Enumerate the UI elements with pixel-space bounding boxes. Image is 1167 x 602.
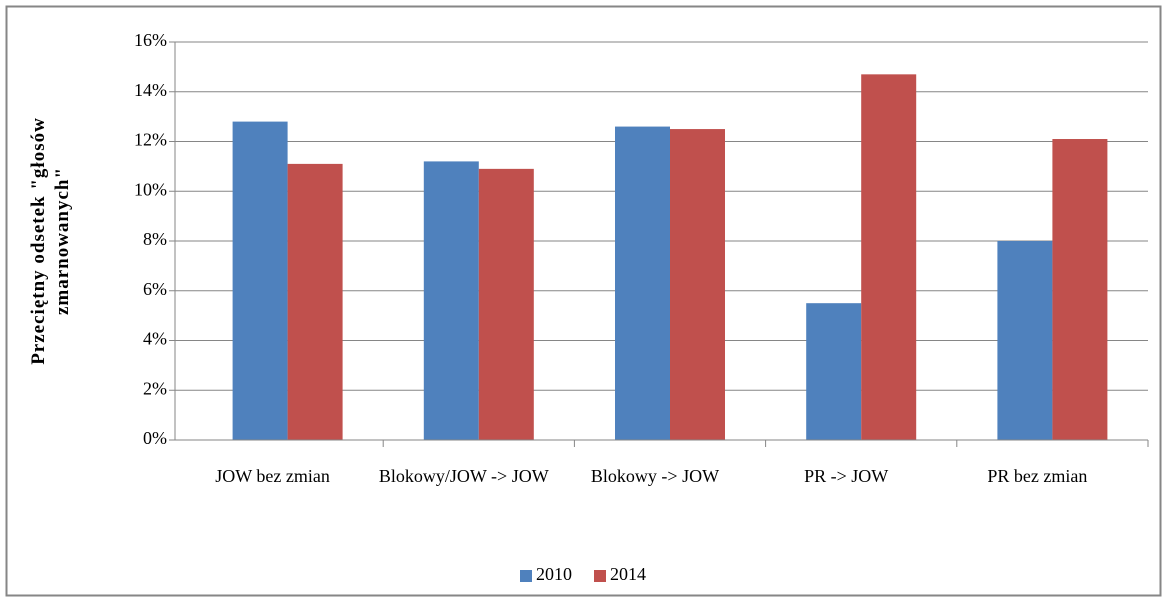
y-tick-label: 10% [134,179,167,199]
legend-swatch [520,570,532,582]
legend-label: 2010 [536,564,572,584]
y-tick-label: 12% [134,130,167,150]
y-axis-title: Przeciętny odsetek "głosów zmarnowanych" [28,117,73,365]
bar [287,163,343,440]
bar [423,161,479,440]
x-tick-label: Blokowy -> JOW [591,466,719,486]
bar [615,126,670,440]
y-tick-label: 14% [134,80,167,100]
x-tick-label: Blokowy/JOW -> JOW [379,466,549,486]
x-tick-label: JOW bez zmian [215,466,330,486]
bar [478,168,534,441]
bar [997,241,1053,440]
bar [232,121,288,440]
y-tick-label: 0% [143,428,167,448]
bar [861,74,917,441]
bar [670,129,725,440]
y-tick-label: 2% [143,378,167,398]
chart-frame [5,5,1162,597]
bar [806,303,862,440]
legend-label: 2014 [610,564,646,584]
y-tick-label: 16% [134,30,167,50]
y-tick-label: 6% [143,279,167,299]
legend-swatch [594,570,606,582]
y-tick-label: 4% [143,329,167,349]
x-tick-label: PR bez zmian [987,466,1087,486]
x-tick-label: PR -> JOW [804,466,888,486]
bar [1052,139,1108,440]
y-tick-label: 8% [143,229,167,249]
